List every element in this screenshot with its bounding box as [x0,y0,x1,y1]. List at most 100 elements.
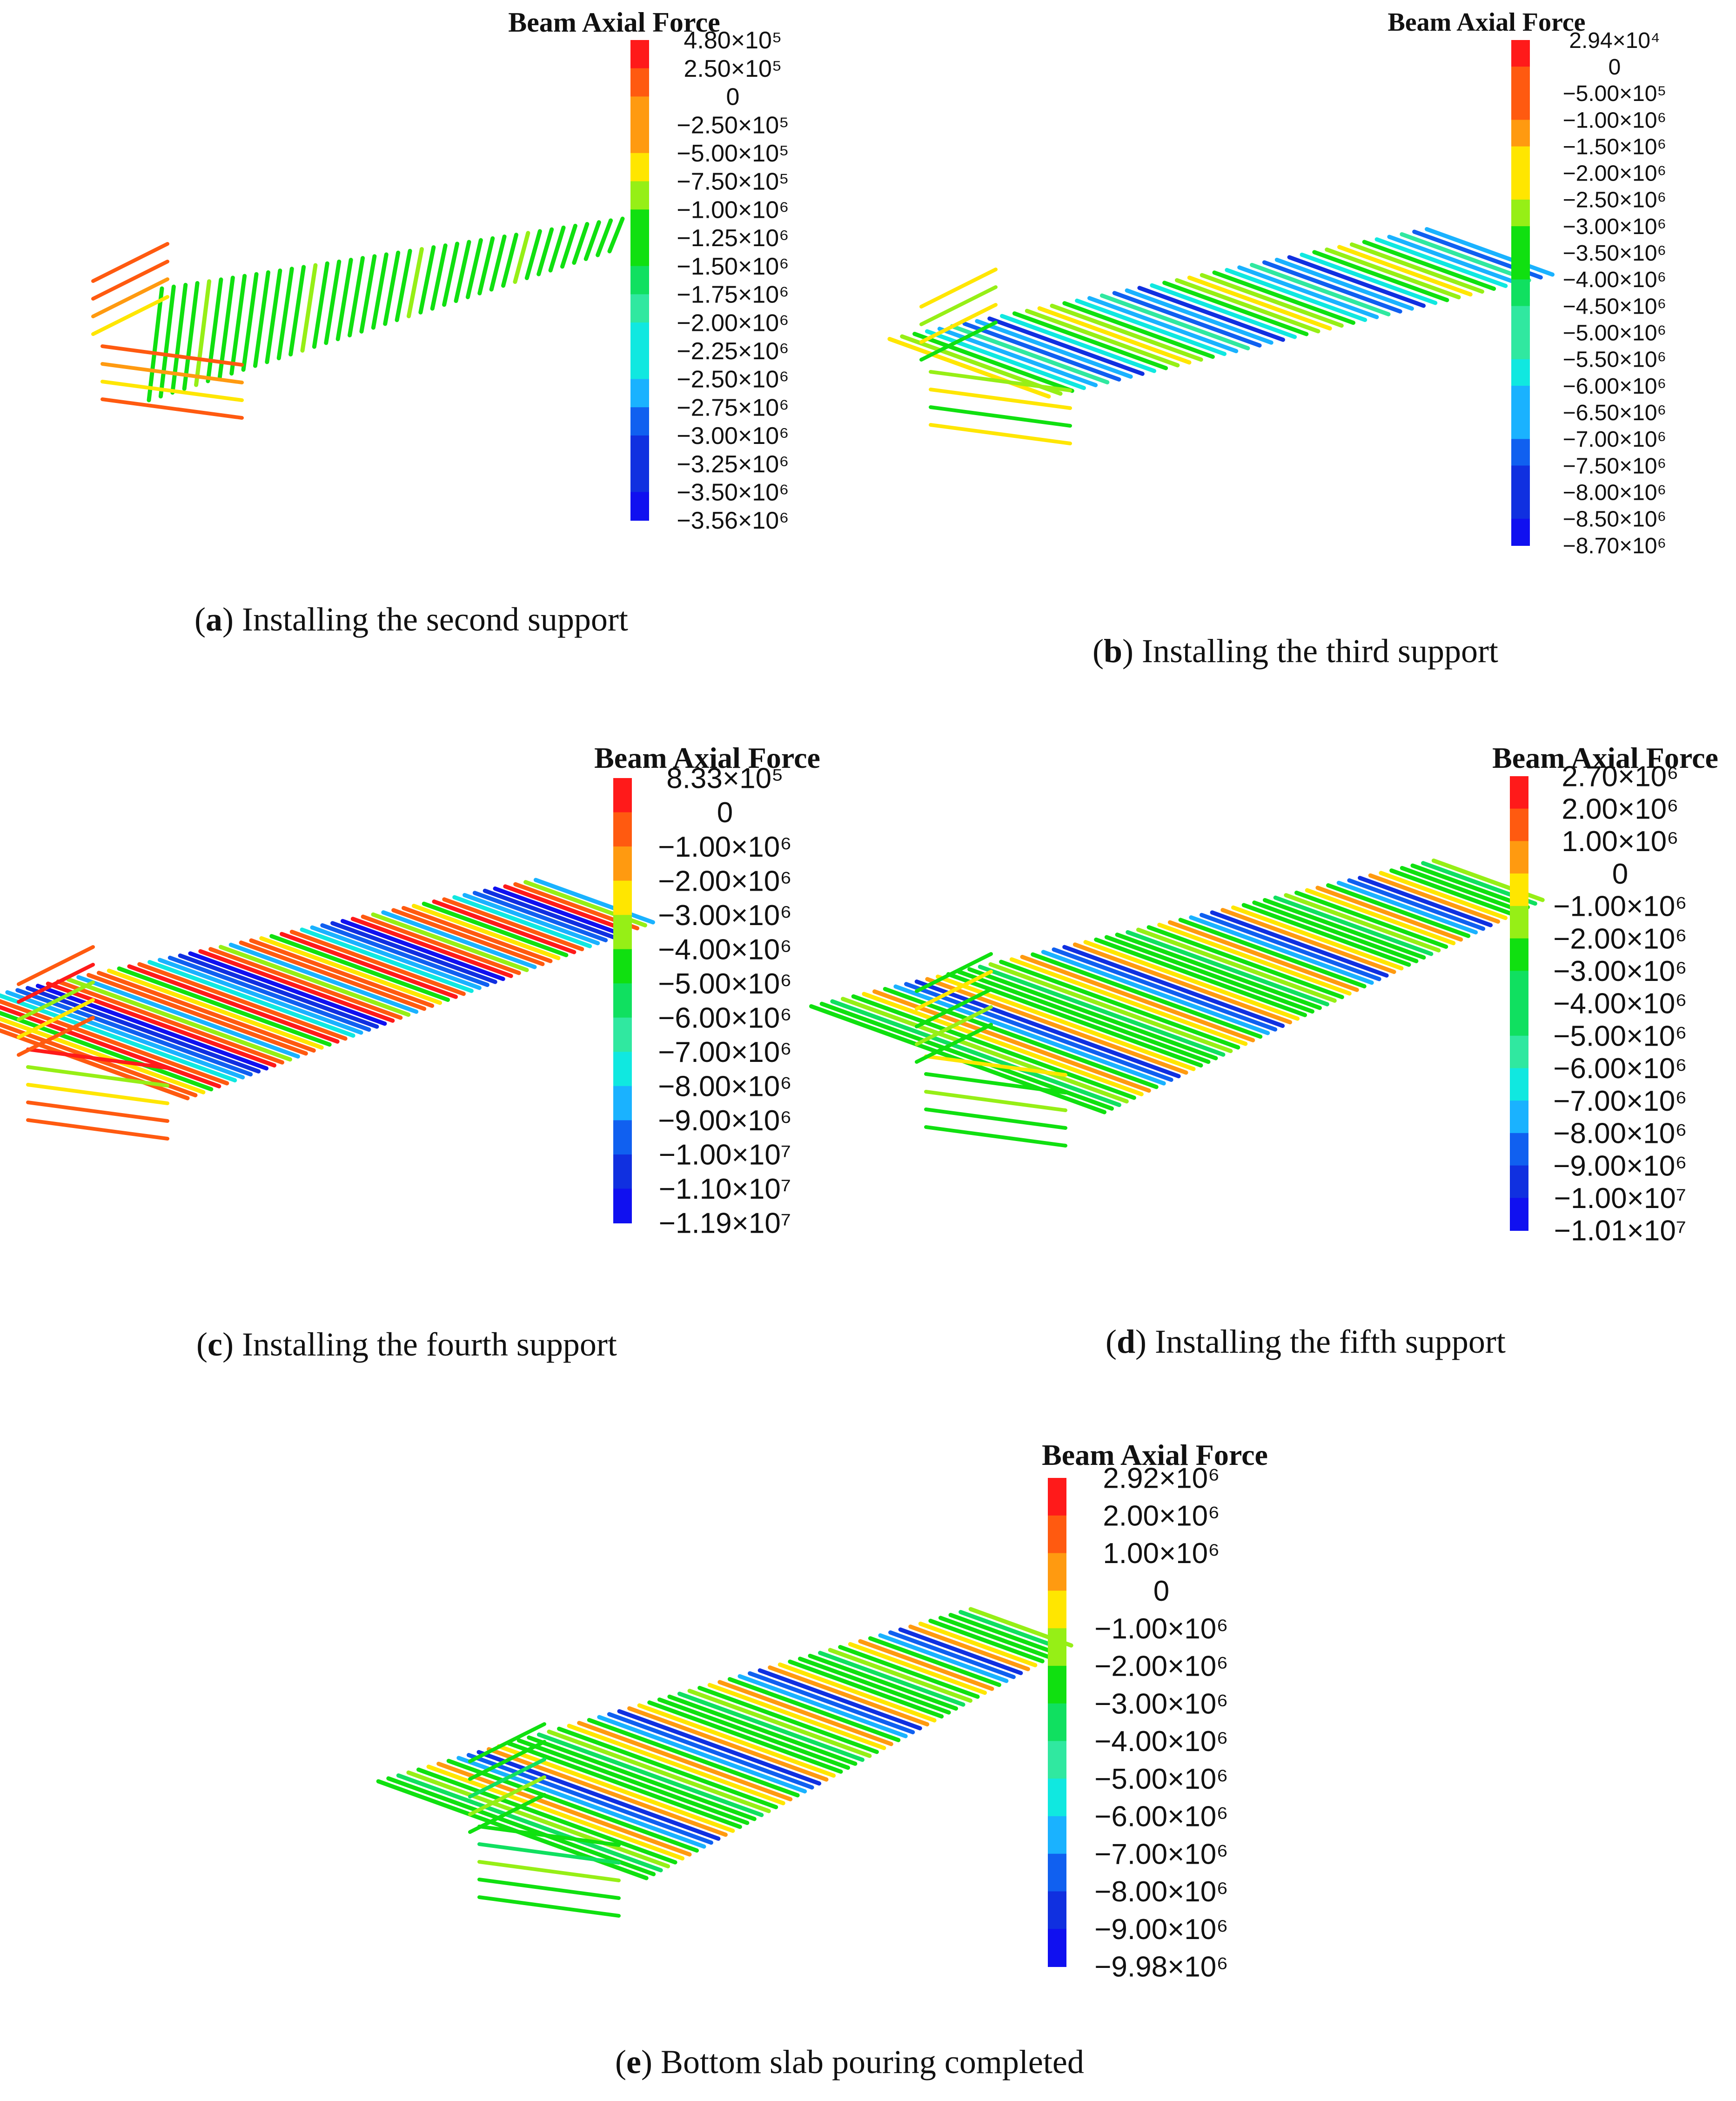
strut-bundle-d [809,859,1545,1148]
strut [1294,890,1448,949]
strut [1273,895,1434,956]
strut [717,1680,893,1746]
legend-swatch [1048,1478,1066,1516]
end-brace [924,1090,1067,1112]
legend-swatch [1048,1891,1066,1930]
strut [925,977,1188,1075]
legend-label: 2.00×10⁶ [1562,793,1678,825]
strut [253,270,270,368]
legend-label: −5.50×10⁶ [1563,348,1667,372]
strut [697,1685,879,1754]
legend-swatch [1510,971,1528,1004]
legend-label: 0 [1153,1575,1169,1607]
legend-swatch [613,1154,632,1189]
end-brace [101,397,244,420]
strut [1009,957,1248,1046]
strut [1094,937,1307,1017]
strut [1062,945,1285,1028]
legend-label: −6.00×10⁶ [1094,1801,1228,1833]
end-brace [919,321,998,362]
caption-b: (b) Installing the third support [1093,632,1498,670]
legend-label: −1.00×10⁷ [659,1139,791,1171]
legend-label: −2.50×10⁶ [1563,188,1667,213]
end-brace [929,370,1072,392]
strut [462,893,600,946]
strut [547,1729,771,1813]
strut [1368,873,1501,924]
caption-a-text: Installing the second support [241,601,628,638]
end-brace [915,952,993,993]
strut [456,1756,706,1849]
strut [596,218,613,257]
legend-label: −8.70×10⁶ [1563,534,1667,558]
legend-swatch [1510,776,1528,809]
strut [898,1627,1023,1675]
strut [607,216,625,254]
legend-label: −1.00×10⁶ [658,831,792,863]
end-brace [468,1775,546,1816]
legend-label: −5.00×10⁶ [1553,1020,1687,1052]
strut [912,332,1074,393]
end-brace [924,1072,1067,1094]
legend-swatch [1510,938,1528,972]
strut [1336,880,1478,935]
legend-swatch [613,1017,632,1053]
end-brace [919,268,998,309]
legend-label: −5.00×10⁵ [1563,81,1667,106]
end-brace [17,963,95,1004]
legend-label: −1.00×10⁶ [1553,891,1687,923]
strut-bundle-c [0,878,655,1141]
legend-swatch [1048,1779,1066,1817]
legend-label: 0 [1609,55,1621,80]
legend-swatch [1511,226,1530,254]
strut [46,981,277,1068]
legend-swatch [630,68,649,97]
strut [418,245,436,315]
legend-label: −3.56×10⁶ [677,507,789,534]
legend-label: −6.50×10⁶ [1563,401,1667,425]
end-brace [477,1895,621,1918]
end-brace [915,970,993,1011]
strut [1389,868,1515,917]
legend-swatch [630,379,649,408]
legend-label: −7.00×10⁶ [1563,427,1667,452]
legend-swatch [1511,40,1530,67]
strut [147,286,164,403]
legend-swatch [613,778,632,813]
strut [259,936,442,1005]
end-brace [468,1722,546,1763]
strut [1387,235,1520,285]
legend-label: −1.00×10⁶ [1094,1613,1228,1645]
strut [1174,278,1320,334]
strut [496,1744,735,1833]
strut [76,975,300,1059]
legend-label: −3.25×10⁶ [677,451,789,478]
strut [56,979,284,1065]
legend-label: −6.00×10⁶ [1553,1053,1687,1085]
end-brace [924,1054,1067,1077]
strut [808,1653,958,1711]
strut-bundle-b [887,227,1555,445]
end-brace [101,344,244,367]
legend-label: −7.00×10⁶ [1553,1085,1687,1117]
strut [1263,898,1426,960]
strut [1050,303,1203,362]
strut [1287,255,1426,308]
strut [147,960,355,1038]
legend-label: −2.00×10⁶ [677,309,789,336]
strut [87,973,308,1056]
legend-swatch [1048,1816,1066,1854]
strut [1099,293,1250,350]
strut [1241,903,1411,967]
legend-swatch [613,983,632,1018]
legend-swatch [1510,808,1528,842]
end-brace [17,998,95,1039]
legend-label: −2.00×10⁶ [1094,1651,1228,1683]
caption-d-text: Installing the fifth support [1155,1323,1506,1360]
strut [396,1773,663,1873]
strut [928,1618,1045,1664]
strut [967,967,1218,1061]
strut [1349,242,1484,294]
